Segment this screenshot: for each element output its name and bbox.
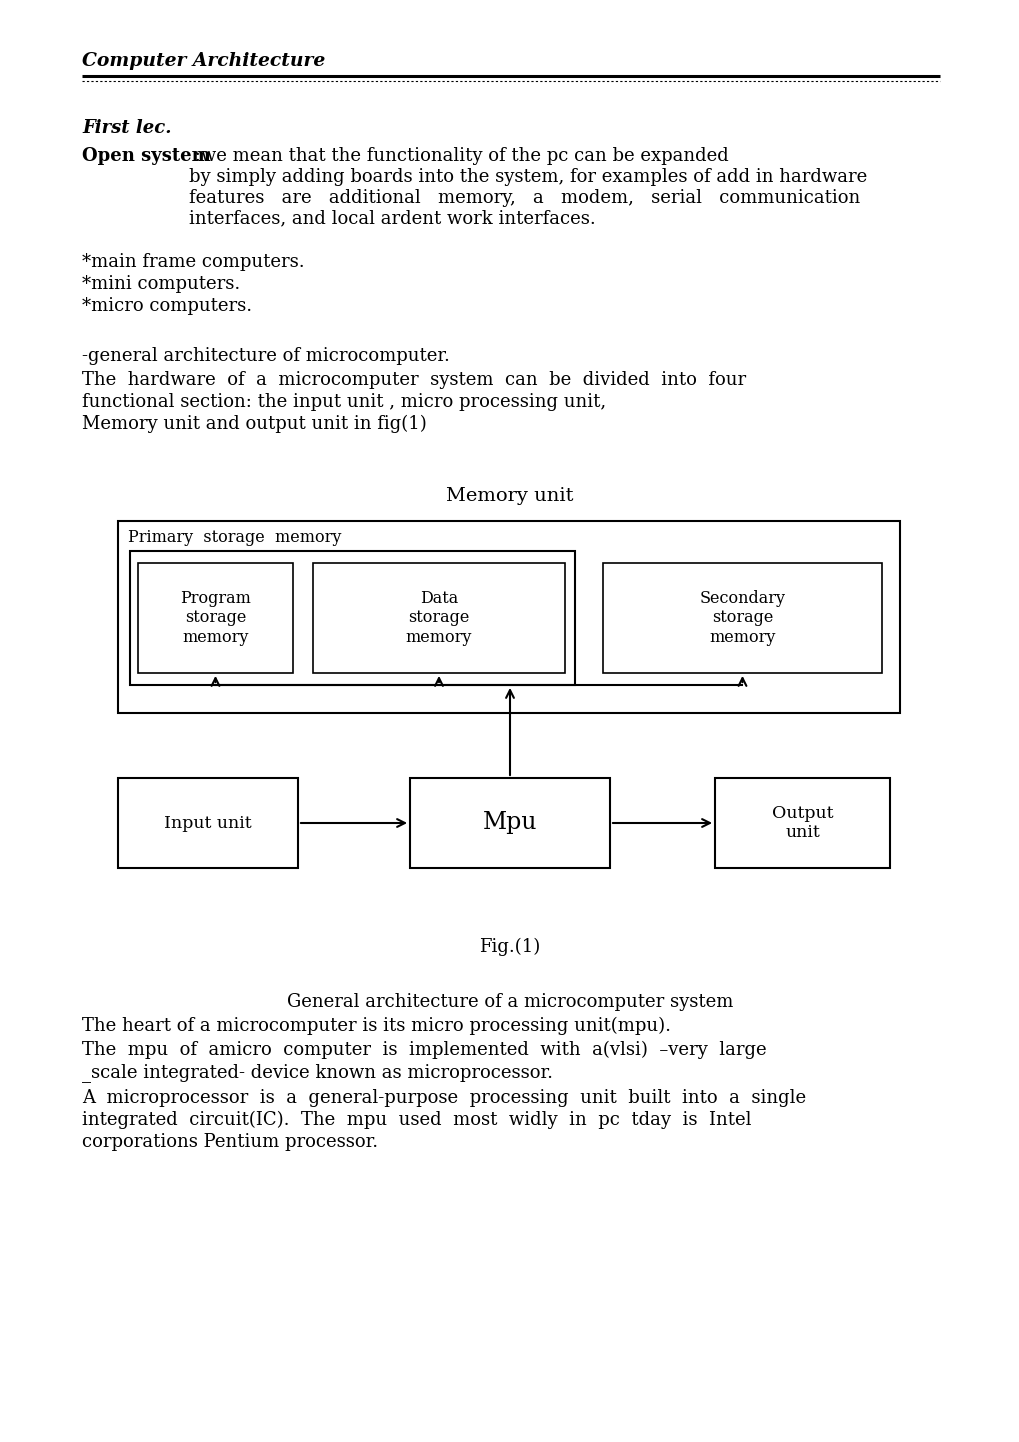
Text: The  mpu  of  amicro  computer  is  implemented  with  a(vlsi)  –very  large: The mpu of amicro computer is implemente…	[82, 1041, 766, 1060]
Text: Data
storage
memory: Data storage memory	[406, 590, 472, 646]
Bar	[118, 779, 298, 868]
Text: Secondary
storage
memory: Secondary storage memory	[699, 590, 785, 646]
Text: Primary  storage  memory: Primary storage memory	[127, 529, 341, 547]
Bar	[602, 562, 881, 673]
Text: corporations Pentium processor.: corporations Pentium processor.	[82, 1133, 378, 1151]
Text: Computer Architecture: Computer Architecture	[82, 52, 325, 71]
Text: Open system: Open system	[82, 147, 211, 164]
Bar	[138, 562, 292, 673]
Text: Mpu: Mpu	[482, 812, 537, 835]
Text: Fig.(1): Fig.(1)	[479, 937, 540, 956]
Text: The heart of a microcomputer is its micro processing unit(mpu).: The heart of a microcomputer is its micr…	[82, 1017, 671, 1035]
Text: Output
unit: Output unit	[771, 805, 833, 841]
Bar	[129, 551, 575, 685]
Text: The  hardware  of  a  microcomputer  system  can  be  divided  into  four: The hardware of a microcomputer system c…	[82, 371, 745, 389]
Text: integrated  circuit(IC).  The  mpu  used  most  widly  in  pc  tday  is  Intel: integrated circuit(IC). The mpu used mos…	[82, 1110, 751, 1129]
Text: A  microprocessor  is  a  general-purpose  processing  unit  built  into  a  sin: A microprocessor is a general-purpose pr…	[82, 1089, 805, 1107]
Text: functional section: the input unit , micro processing unit,: functional section: the input unit , mic…	[82, 394, 605, 411]
Text: :we mean that the functionality of the pc can be expanded
by simply adding board: :we mean that the functionality of the p…	[189, 147, 866, 228]
Text: *mini computers.: *mini computers.	[82, 275, 240, 293]
Text: Input unit: Input unit	[164, 815, 252, 832]
Bar	[118, 521, 899, 712]
Text: Memory unit: Memory unit	[446, 487, 574, 505]
Text: *micro computers.: *micro computers.	[82, 297, 252, 314]
Text: *main frame computers.: *main frame computers.	[82, 252, 305, 271]
Bar	[313, 562, 565, 673]
Text: General architecture of a microcomputer system: General architecture of a microcomputer …	[286, 994, 733, 1011]
Text: Memory unit and output unit in fig(1): Memory unit and output unit in fig(1)	[82, 415, 426, 433]
Text: -general architecture of microcomputer.: -general architecture of microcomputer.	[82, 348, 449, 365]
Text: Program
storage
memory: Program storage memory	[180, 590, 251, 646]
Text: _scale integrated- device known as microprocessor.: _scale integrated- device known as micro…	[82, 1063, 552, 1082]
Bar	[714, 779, 890, 868]
Bar	[410, 779, 609, 868]
Text: First lec.: First lec.	[82, 120, 171, 137]
